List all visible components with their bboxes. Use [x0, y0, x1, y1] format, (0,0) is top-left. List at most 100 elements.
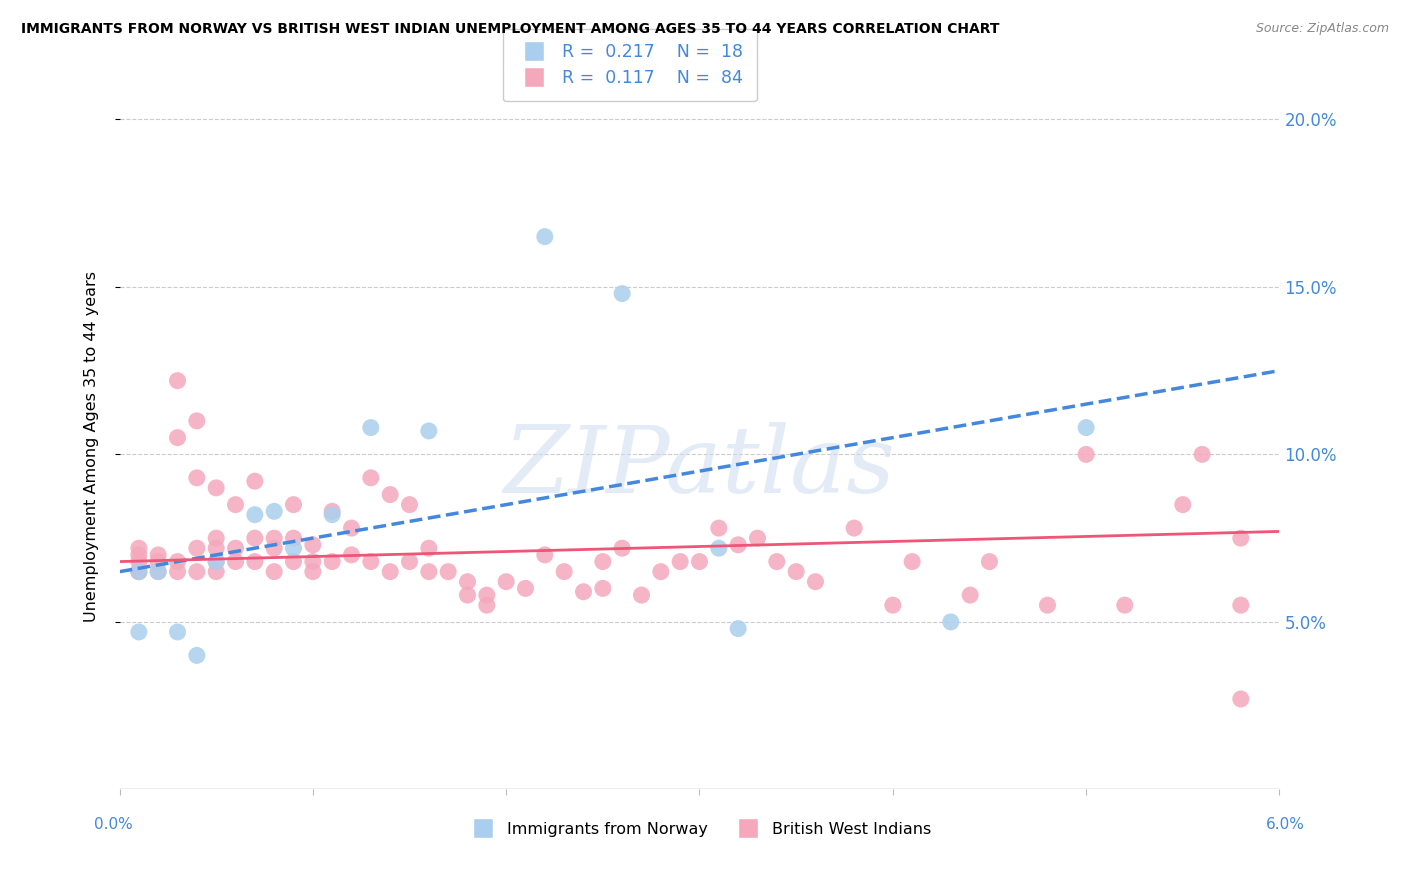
Point — [166, 565, 188, 579]
Point — [321, 504, 343, 518]
Point — [360, 555, 382, 569]
Point — [340, 521, 363, 535]
Point — [1036, 598, 1059, 612]
Point — [380, 565, 402, 579]
Point — [186, 471, 208, 485]
Point — [243, 508, 266, 522]
Point — [1230, 692, 1253, 706]
Point — [148, 565, 170, 579]
Point — [669, 555, 692, 569]
Point — [186, 541, 208, 556]
Point — [283, 498, 305, 512]
Text: Source: ZipAtlas.com: Source: ZipAtlas.com — [1256, 22, 1389, 36]
Point — [263, 565, 285, 579]
Point — [398, 555, 420, 569]
Point — [166, 431, 188, 445]
Point — [263, 531, 285, 545]
Point — [766, 555, 789, 569]
Point — [186, 648, 208, 663]
Point — [437, 565, 460, 579]
Point — [475, 588, 498, 602]
Point — [1230, 598, 1253, 612]
Point — [456, 574, 478, 589]
Point — [612, 541, 634, 556]
Point — [205, 565, 228, 579]
Text: 0.0%: 0.0% — [94, 817, 134, 832]
Point — [205, 555, 228, 569]
Point — [959, 588, 981, 602]
Point — [1171, 498, 1194, 512]
Point — [592, 582, 614, 596]
Point — [186, 565, 208, 579]
Legend: Immigrants from Norway, British West Indians: Immigrants from Norway, British West Ind… — [461, 815, 938, 843]
Point — [747, 531, 769, 545]
Point — [263, 504, 285, 518]
Point — [727, 622, 749, 636]
Point — [283, 541, 305, 556]
Point — [534, 229, 557, 244]
Point — [148, 565, 170, 579]
Point — [360, 420, 382, 434]
Point — [205, 555, 228, 569]
Point — [592, 555, 614, 569]
Point — [360, 471, 382, 485]
Point — [225, 555, 247, 569]
Point — [475, 598, 498, 612]
Point — [418, 565, 440, 579]
Point — [515, 582, 537, 596]
Point — [882, 598, 904, 612]
Point — [901, 555, 924, 569]
Point — [979, 555, 1001, 569]
Point — [128, 565, 150, 579]
Point — [148, 548, 170, 562]
Text: 6.0%: 6.0% — [1265, 817, 1305, 832]
Point — [243, 555, 266, 569]
Point — [939, 615, 962, 629]
Text: ZIPatlas: ZIPatlas — [503, 422, 896, 512]
Point — [148, 555, 170, 569]
Point — [321, 508, 343, 522]
Point — [302, 565, 325, 579]
Point — [707, 541, 730, 556]
Point — [707, 521, 730, 535]
Point — [1191, 447, 1213, 461]
Point — [398, 498, 420, 512]
Point — [225, 498, 247, 512]
Point — [128, 565, 150, 579]
Point — [380, 487, 402, 501]
Point — [1230, 531, 1253, 545]
Point — [340, 548, 363, 562]
Point — [1114, 598, 1136, 612]
Point — [689, 555, 711, 569]
Point — [243, 531, 266, 545]
Point — [804, 574, 827, 589]
Point — [844, 521, 866, 535]
Point — [225, 541, 247, 556]
Point — [166, 374, 188, 388]
Point — [1076, 447, 1098, 461]
Point — [302, 538, 325, 552]
Point — [283, 531, 305, 545]
Point — [128, 555, 150, 569]
Point — [283, 555, 305, 569]
Point — [612, 286, 634, 301]
Y-axis label: Unemployment Among Ages 35 to 44 years: Unemployment Among Ages 35 to 44 years — [84, 270, 98, 622]
Point — [1076, 420, 1098, 434]
Point — [166, 555, 188, 569]
Point — [128, 541, 150, 556]
Point — [534, 548, 557, 562]
Point — [727, 538, 749, 552]
Point — [263, 541, 285, 556]
Point — [785, 565, 807, 579]
Point — [495, 574, 517, 589]
Point — [186, 414, 208, 428]
Text: IMMIGRANTS FROM NORWAY VS BRITISH WEST INDIAN UNEMPLOYMENT AMONG AGES 35 TO 44 Y: IMMIGRANTS FROM NORWAY VS BRITISH WEST I… — [21, 22, 1000, 37]
Point — [128, 548, 150, 562]
Point — [205, 531, 228, 545]
Point — [630, 588, 652, 602]
Point — [243, 474, 266, 488]
Point — [205, 481, 228, 495]
Point — [572, 584, 595, 599]
Point — [553, 565, 575, 579]
Point — [650, 565, 672, 579]
